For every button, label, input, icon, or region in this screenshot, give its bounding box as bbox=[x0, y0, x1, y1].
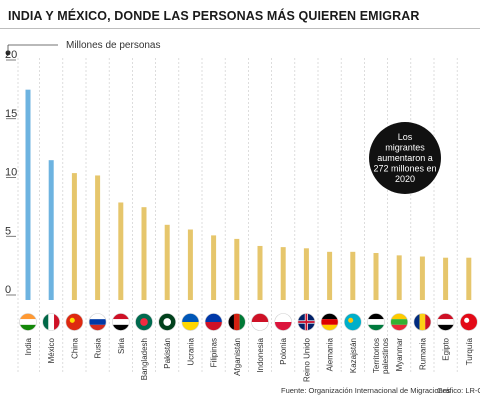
flag-outline bbox=[343, 313, 362, 331]
x-tick-label: China bbox=[70, 337, 79, 358]
x-tick-label: India bbox=[24, 337, 33, 355]
russia-flag-icon bbox=[88, 313, 107, 331]
x-tick-label: Turquía bbox=[465, 337, 474, 365]
flag-outline bbox=[158, 313, 176, 331]
x-tick-label: Kazajstán bbox=[349, 338, 358, 373]
x-tick-label: Myanmar bbox=[395, 338, 404, 372]
x-tick-label: Filipinas bbox=[210, 338, 219, 367]
bar-reino-unido bbox=[303, 248, 309, 300]
x-tick-label: Territorios bbox=[372, 338, 381, 373]
bar-rusia bbox=[95, 175, 101, 300]
india-flag-icon bbox=[19, 313, 37, 331]
kazakhstan-flag-icon bbox=[343, 313, 362, 331]
afghanistan-flag-icon bbox=[228, 313, 246, 331]
bar-ucrania bbox=[187, 229, 193, 300]
y-tick-label: 0 bbox=[5, 284, 11, 296]
syria-flag-icon bbox=[112, 313, 130, 331]
bar-polonia bbox=[280, 247, 286, 300]
flag-outline bbox=[42, 313, 61, 331]
annotation-text: migrantes bbox=[385, 143, 425, 153]
bar-territorios-palestinos bbox=[373, 253, 379, 300]
flag-outline bbox=[320, 313, 339, 331]
philippines-flag-icon bbox=[204, 313, 223, 331]
flag-outline bbox=[228, 313, 246, 331]
flag-outline bbox=[274, 313, 293, 331]
x-tick-label: Reino Unido bbox=[302, 337, 311, 382]
egypt-flag-icon bbox=[436, 313, 455, 331]
flag-outline bbox=[436, 313, 455, 331]
bar-turquía bbox=[466, 257, 472, 300]
bar-afganistán bbox=[234, 238, 240, 300]
bar-indonesia bbox=[257, 245, 263, 300]
x-tick-label: palestinos bbox=[381, 338, 390, 374]
bar-india bbox=[25, 89, 31, 300]
x-tick-label: Pakistán bbox=[163, 338, 172, 369]
source-note: Fuente: Organización Internacional de Mi… bbox=[281, 386, 451, 395]
flag-outline bbox=[65, 313, 84, 331]
x-tick-label: Polonia bbox=[279, 337, 288, 364]
x-tick-label: México bbox=[47, 337, 56, 363]
flag-outline bbox=[367, 313, 385, 331]
flag-outline bbox=[413, 313, 432, 331]
flag-outline bbox=[204, 313, 223, 331]
credit-note: Gráfico: LR-GR bbox=[437, 386, 480, 395]
bar-egipto bbox=[443, 257, 449, 300]
bar-pakistán bbox=[164, 224, 170, 300]
myanmar-flag-icon bbox=[390, 313, 409, 331]
title-divider bbox=[0, 28, 480, 29]
bangladesh-flag-icon bbox=[135, 313, 153, 331]
x-tick-label: Egipto bbox=[442, 337, 451, 360]
flag-outline bbox=[19, 313, 37, 331]
x-tick-label: Siria bbox=[117, 337, 126, 354]
y-tick-label: 20 bbox=[5, 49, 17, 61]
flag-outline bbox=[390, 313, 409, 331]
x-tick-label: Ucrania bbox=[186, 337, 195, 365]
bar-myanmar bbox=[396, 255, 402, 300]
romania-flag-icon bbox=[413, 313, 432, 331]
x-tick-label: Rusia bbox=[94, 337, 103, 358]
flag-outline bbox=[88, 313, 107, 331]
x-tick-label: Alemania bbox=[326, 337, 335, 371]
flag-outline bbox=[459, 313, 478, 331]
bar-siria bbox=[118, 202, 124, 300]
bar-méxico bbox=[48, 160, 54, 300]
annotation-text: 272 millones en bbox=[373, 164, 436, 174]
turkey-flag-icon bbox=[459, 313, 478, 331]
ukraine-flag-icon bbox=[181, 313, 200, 331]
palestine-flag-icon bbox=[367, 313, 385, 331]
x-tick-label: Indonesia bbox=[256, 337, 265, 372]
y-tick-label: 10 bbox=[5, 167, 17, 179]
indonesia-flag-icon bbox=[251, 313, 269, 331]
y-tick-label: 15 bbox=[5, 108, 17, 120]
bar-kazajstán bbox=[350, 251, 356, 300]
annotation-bubble bbox=[369, 122, 441, 194]
bar-alemania bbox=[327, 251, 333, 300]
bar-filipinas bbox=[211, 235, 217, 300]
annotation-text: aumentaron a bbox=[377, 153, 433, 163]
flag-outline bbox=[297, 313, 316, 331]
bar-rumania bbox=[419, 256, 425, 300]
china-flag-icon bbox=[65, 313, 84, 331]
pakistan-flag-icon bbox=[158, 313, 176, 331]
annotation-text: Los bbox=[398, 132, 413, 142]
x-tick-label: Bangladesh bbox=[140, 338, 149, 380]
flag-outline bbox=[251, 313, 269, 331]
poland-flag-icon bbox=[274, 313, 293, 331]
bar-bangladesh bbox=[141, 207, 147, 300]
page-title: INDIA Y MÉXICO, DONDE LAS PERSONAS MÁS Q… bbox=[8, 9, 420, 23]
germany-flag-icon bbox=[320, 313, 339, 331]
x-tick-label: Rumania bbox=[418, 337, 427, 370]
y-axis-label: Millones de personas bbox=[66, 40, 161, 51]
flag-outline bbox=[112, 313, 130, 331]
x-tick-label: Afganistán bbox=[233, 338, 242, 376]
annotation-text: 2020 bbox=[395, 174, 415, 184]
y-tick-label: 5 bbox=[5, 225, 11, 237]
mexico-flag-icon bbox=[42, 313, 61, 331]
flag-outline bbox=[181, 313, 200, 331]
bar-china bbox=[71, 173, 77, 300]
uk-flag-icon bbox=[297, 313, 316, 331]
flag-outline bbox=[135, 313, 153, 331]
